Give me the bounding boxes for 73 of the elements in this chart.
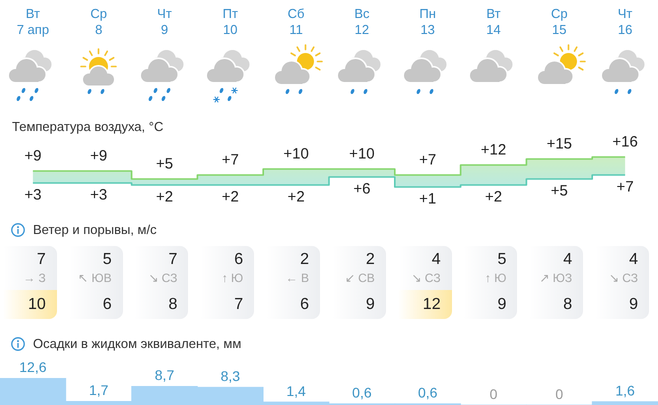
- data-label: 4: [629, 251, 638, 269]
- data-label: +9: [90, 148, 108, 165]
- data-label: 6: [102, 296, 112, 314]
- data-label: 9: [629, 296, 638, 314]
- category-label: ↑ Ю: [484, 271, 506, 285]
- data-label: +2: [156, 188, 174, 206]
- data-label: 8,7: [154, 367, 174, 384]
- data-label: 12: [422, 296, 441, 314]
- data-label: +2: [484, 188, 502, 206]
- category-label: ↖ ЮВ: [78, 271, 112, 285]
- data-label: 6: [234, 251, 244, 269]
- data-label: 8: [563, 296, 572, 314]
- data-label: 9: [366, 296, 375, 314]
- data-label: 0,6: [418, 384, 438, 401]
- data-label: +3: [90, 186, 108, 204]
- data-label: 10: [28, 296, 46, 314]
- category-label: ↗ ЮЗ: [539, 271, 572, 285]
- data-label: 0: [555, 386, 564, 402]
- category-label: → З: [23, 271, 46, 285]
- data-label: +2: [222, 188, 239, 206]
- data-label: +1: [419, 190, 436, 208]
- data-label: 4: [563, 251, 572, 269]
- category-label: ↘ СЗ: [608, 271, 638, 285]
- x-tick-label: Чт 9: [156, 6, 173, 38]
- data-label: 12,6: [19, 358, 47, 375]
- data-label: 4: [432, 251, 441, 269]
- data-label: 5: [102, 251, 112, 269]
- data-label: +10: [349, 146, 375, 163]
- chart-title: Осадки в жидком эквиваленте, мм: [33, 336, 242, 352]
- category-label: ↑ Ю: [222, 271, 244, 285]
- data-label: +2: [288, 188, 305, 206]
- data-label: +6: [353, 180, 370, 198]
- data-label: +7: [222, 152, 239, 169]
- data-label: 8: [168, 296, 178, 314]
- data-label: 9: [497, 296, 506, 314]
- x-tick-label: Ср 8: [89, 6, 108, 38]
- data-label: +7: [419, 152, 436, 169]
- data-label: +5: [156, 156, 174, 173]
- data-label: 0,6: [352, 384, 372, 401]
- data-label: +3: [24, 186, 42, 204]
- category-label: ↙ СВ: [344, 271, 375, 285]
- x-tick-label: Пн 13: [418, 6, 437, 38]
- data-label: 0: [490, 386, 498, 402]
- data-label: 2: [300, 251, 309, 269]
- data-label: 1,4: [286, 382, 306, 399]
- category-label: ↘ СЗ: [411, 271, 441, 285]
- data-label: +5: [550, 182, 568, 200]
- data-label: 8,3: [220, 368, 240, 384]
- x-tick-label: Вс 12: [353, 6, 370, 38]
- data-label: 6: [300, 296, 309, 314]
- category-label: ← В: [286, 271, 309, 285]
- x-tick-label: Вт 14: [485, 6, 502, 38]
- data-label: +10: [283, 146, 309, 163]
- data-label: +16: [612, 134, 638, 151]
- x-tick-label: Сб 11: [286, 6, 306, 38]
- text: Ветер и порывы, м/с: [33, 222, 157, 238]
- data-label: +7: [616, 178, 634, 196]
- chart-title: Температура воздуха, °C: [12, 119, 164, 135]
- x-tick-label: Пт 10: [222, 6, 239, 38]
- x-tick-label: Вт 7 апр: [16, 6, 50, 38]
- x-tick-label: Ср 15: [550, 6, 569, 38]
- category-label: ↘ СЗ: [148, 271, 178, 285]
- data-label: 7: [36, 251, 46, 269]
- data-label: 1,6: [615, 382, 636, 398]
- data-label: +12: [480, 142, 506, 159]
- data-label: 7: [168, 251, 178, 269]
- data-label: 1,7: [88, 382, 109, 398]
- data-label: 2: [366, 251, 375, 269]
- data-label: +9: [24, 148, 42, 165]
- data-label: +15: [546, 136, 572, 153]
- data-label: 5: [497, 251, 506, 269]
- x-tick-label: Чт 16: [616, 6, 634, 38]
- data-label: 7: [234, 296, 244, 314]
